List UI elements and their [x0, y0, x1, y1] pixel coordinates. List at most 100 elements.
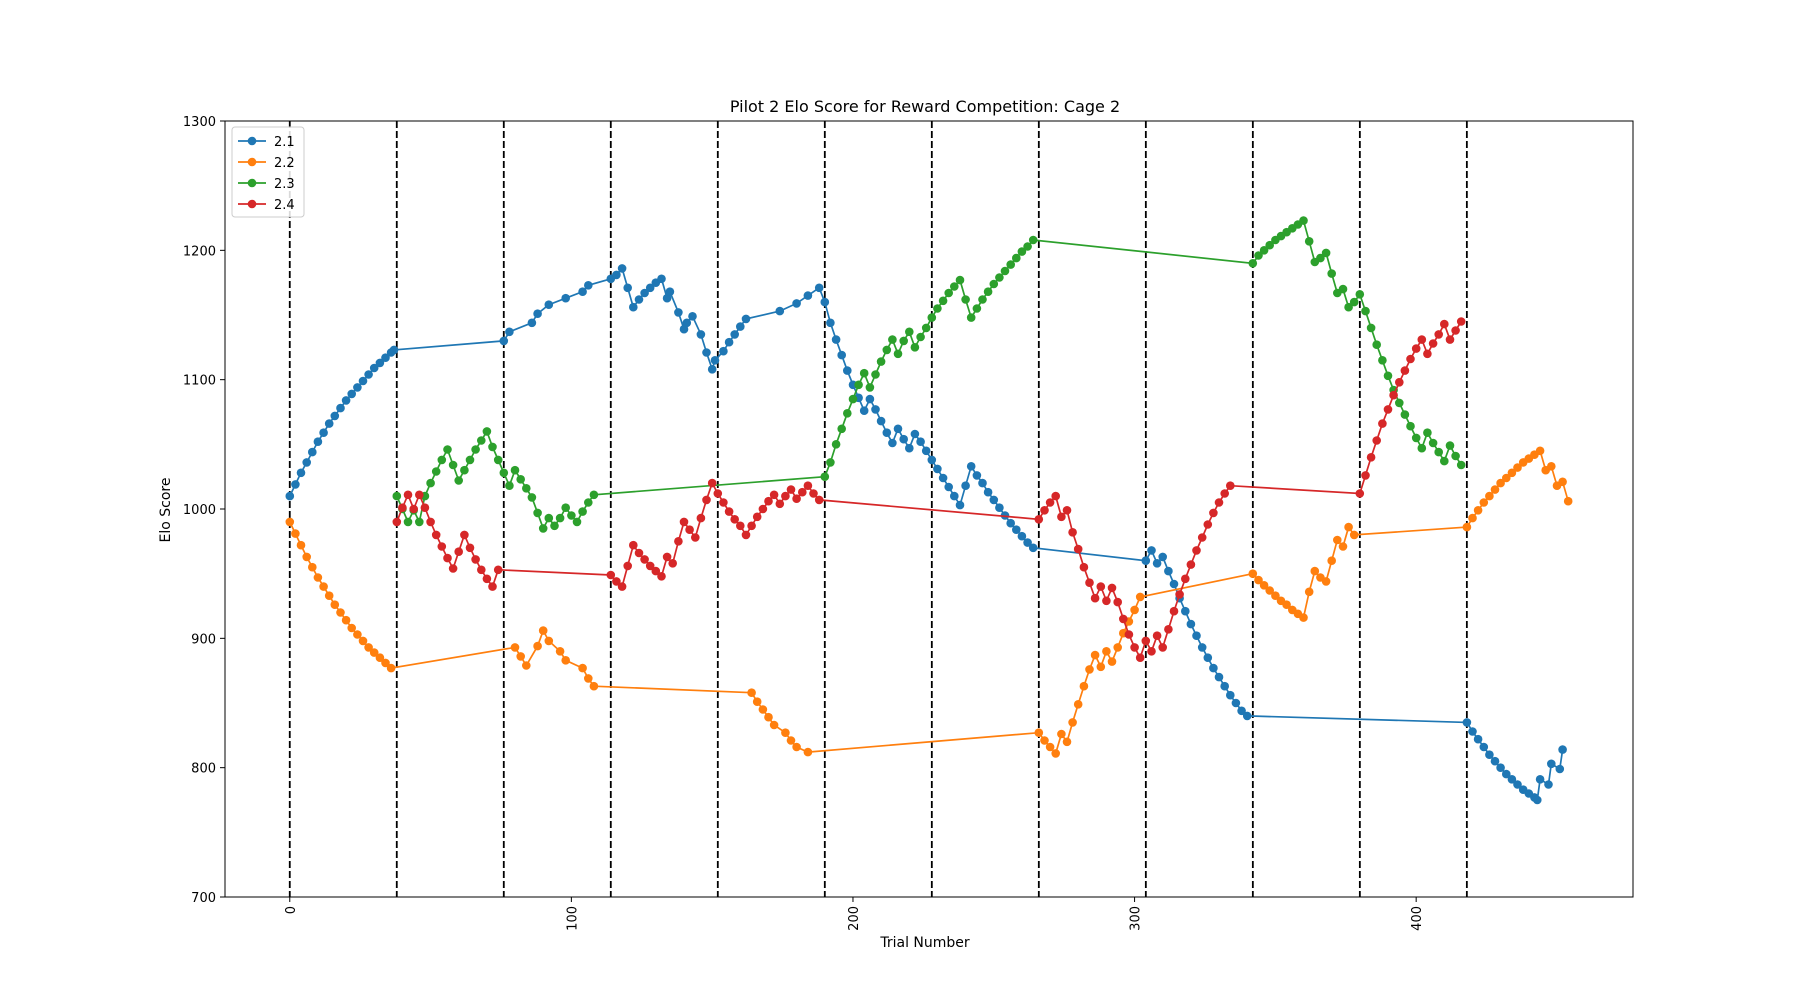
data-point	[584, 498, 593, 507]
data-point	[1456, 317, 1466, 326]
data-point	[398, 503, 407, 512]
data-point	[1468, 513, 1477, 523]
data-point	[837, 350, 846, 360]
data-point	[426, 478, 435, 488]
data-point	[1254, 575, 1263, 585]
data-point	[719, 346, 728, 356]
data-point	[736, 521, 745, 531]
data-point	[1130, 605, 1139, 615]
data-point	[1445, 335, 1455, 344]
data-point	[1344, 302, 1353, 312]
data-point	[752, 512, 762, 522]
data-point	[1214, 672, 1224, 682]
data-point	[527, 318, 537, 328]
data-point	[1440, 319, 1449, 329]
data-point	[1113, 597, 1122, 607]
data-point	[702, 348, 711, 357]
data-point	[1558, 745, 1567, 754]
data-point	[899, 336, 908, 346]
data-point	[769, 490, 779, 500]
data-point	[961, 295, 970, 304]
data-point	[358, 376, 368, 386]
data-point	[336, 403, 345, 413]
data-point	[691, 533, 700, 542]
data-point	[1513, 463, 1522, 472]
data-point	[1057, 729, 1066, 739]
legend-item-2-3: 2.3	[238, 177, 295, 192]
data-point	[533, 309, 542, 319]
data-point	[578, 663, 587, 673]
data-point	[493, 455, 503, 465]
data-point	[1533, 795, 1542, 805]
data-point	[933, 464, 942, 474]
data-point	[567, 511, 576, 520]
data-point	[460, 530, 469, 540]
data-point	[353, 630, 362, 639]
data-point	[640, 555, 649, 564]
y-axis-ticks: 700 800 900 1000 1100 1200 1300	[183, 115, 225, 906]
data-point	[814, 495, 824, 505]
data-point	[381, 658, 390, 668]
data-point	[1496, 478, 1505, 488]
data-point	[1192, 631, 1201, 640]
legend-box	[231, 126, 305, 218]
data-point	[933, 304, 942, 313]
data-point	[645, 283, 655, 293]
legend-item-2-2: 2.2	[238, 156, 295, 171]
data-point	[606, 570, 616, 580]
data-point	[989, 279, 999, 289]
data-point	[752, 697, 762, 706]
data-point	[1462, 718, 1472, 727]
data-point	[1164, 625, 1173, 634]
data-point	[460, 465, 469, 475]
data-point	[747, 688, 756, 697]
data-point	[950, 282, 959, 291]
data-point	[341, 615, 351, 625]
data-point	[859, 368, 869, 378]
data-point	[510, 465, 520, 475]
data-point	[814, 283, 824, 293]
data-point	[826, 458, 835, 467]
data-point	[758, 705, 768, 714]
data-point	[1175, 590, 1184, 599]
data-point	[1555, 764, 1565, 774]
data-point	[1490, 485, 1500, 494]
data-point	[629, 540, 638, 550]
data-point	[415, 490, 424, 500]
data-point	[978, 478, 987, 488]
legend-label: 2.4	[274, 198, 295, 213]
data-point	[578, 507, 587, 516]
data-point	[1012, 253, 1021, 263]
y-tick-label: 700	[191, 891, 216, 906]
data-point	[1017, 531, 1027, 541]
data-point	[1028, 543, 1038, 553]
data-point	[966, 313, 976, 322]
data-point	[409, 504, 419, 514]
data-point	[1310, 566, 1320, 576]
y-tick-label: 1300	[183, 115, 216, 130]
data-point	[1327, 269, 1336, 278]
data-point	[1181, 606, 1190, 616]
data-point	[888, 438, 897, 448]
data-point	[640, 288, 649, 298]
data-point	[612, 577, 621, 586]
data-point	[1107, 657, 1117, 666]
data-point	[561, 656, 570, 665]
data-point	[1051, 491, 1060, 501]
x-tick-label: 300	[1129, 906, 1144, 931]
data-point	[302, 552, 312, 562]
data-point	[454, 476, 464, 485]
data-point	[1479, 498, 1489, 507]
data-point	[1271, 591, 1280, 600]
legend-marker	[247, 178, 257, 188]
data-point	[803, 291, 813, 300]
data-point	[1400, 410, 1410, 419]
data-point	[1023, 538, 1032, 547]
data-point	[584, 674, 593, 683]
data-point	[488, 582, 497, 591]
data-point	[499, 468, 509, 478]
y-tick-label: 800	[191, 762, 216, 777]
data-point	[1378, 356, 1387, 365]
data-point	[837, 424, 846, 434]
data-point	[1130, 643, 1139, 652]
